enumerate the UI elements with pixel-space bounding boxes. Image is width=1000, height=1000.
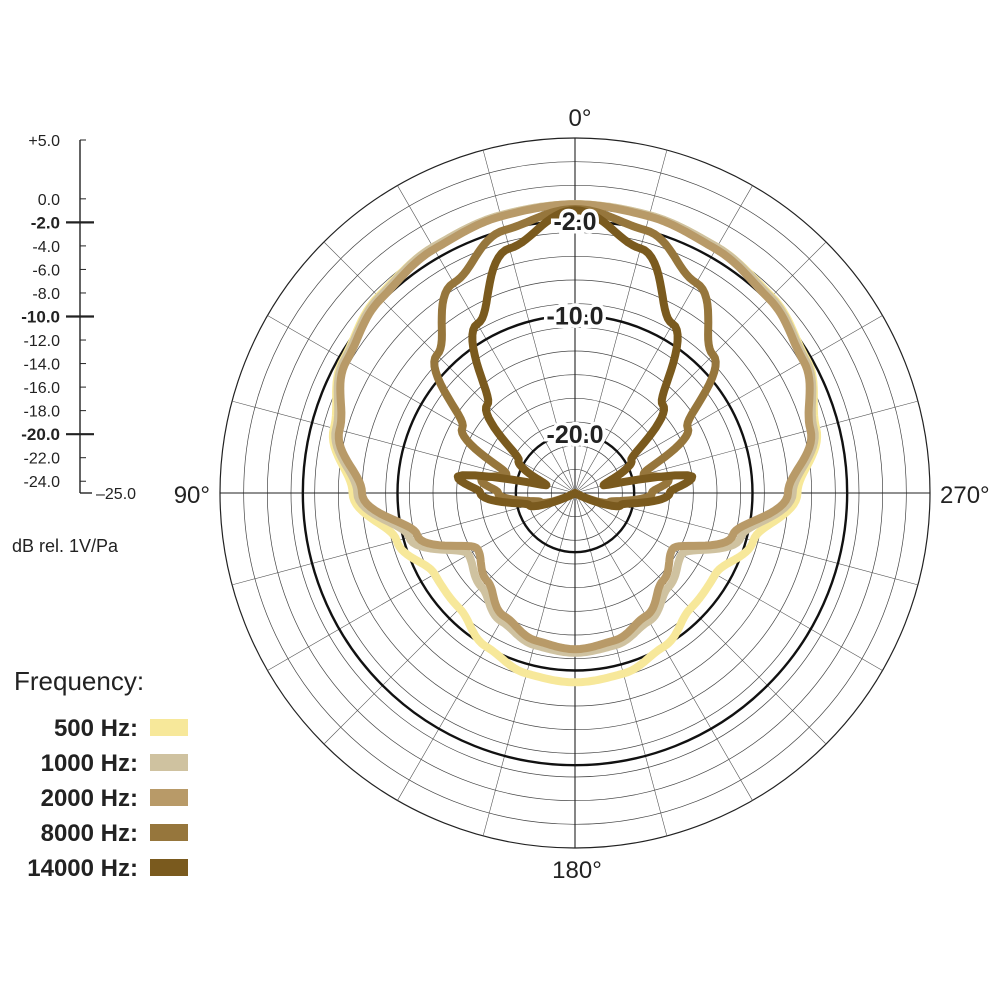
unit-label: dB rel. 1V/Pa [12, 536, 119, 556]
scale-label-5: -8.0 [32, 286, 60, 303]
scale-label-10: -18.0 [24, 404, 61, 421]
major-ring [514, 432, 636, 554]
legend-swatch-3 [150, 824, 188, 841]
scale-label-3: -4.0 [32, 239, 60, 256]
scale-label-14: –25.0 [96, 486, 136, 503]
legend: 500 Hz: 1000 Hz: 2000 Hz: 8000 Hz: 14000 Hz: [27, 715, 188, 882]
legend-swatch-0 [150, 719, 188, 736]
legend-label-0: 500 Hz: [54, 715, 138, 742]
curve-series-2 [334, 200, 816, 654]
curve-series-4 [453, 206, 697, 511]
legend-swatch-2 [150, 789, 188, 806]
major-ring [301, 219, 849, 767]
ring-label-1: -10.0 [547, 303, 604, 331]
scale-label-11: -20.0 [21, 425, 60, 444]
major-ring [396, 314, 754, 672]
ring-label-2: -20.0 [547, 421, 604, 449]
angle-label-270: 270° [940, 482, 990, 509]
scale-label-13: -24.0 [24, 474, 61, 491]
legend-label-1: 1000 Hz: [41, 750, 138, 777]
scale-label-8: -14.0 [24, 357, 61, 374]
legend-title: Frequency: [14, 666, 144, 696]
scale-label-4: -6.0 [32, 262, 60, 279]
angle-label-180: 180° [552, 857, 602, 884]
angle-label-90: 90° [174, 482, 210, 509]
ring-label-0: -2.0 [553, 208, 596, 236]
polar-curves [328, 200, 822, 687]
scale-label-9: -16.0 [24, 380, 61, 397]
angle-label-0: 0° [569, 105, 592, 132]
ring-labels: -2.0 -10.0 -20.0 [543, 204, 607, 452]
scale-label-12: -22.0 [24, 451, 61, 468]
legend-swatch-1 [150, 754, 188, 771]
scale-label-1: 0.0 [38, 192, 60, 209]
legend-label-4: 14000 Hz: [27, 855, 138, 882]
legend-swatch-4 [150, 859, 188, 876]
legend-label-2: 2000 Hz: [41, 785, 138, 812]
scale-label-2: -2.0 [31, 213, 60, 232]
legend-label-3: 8000 Hz: [41, 820, 138, 847]
scale-label-6: -10.0 [21, 308, 60, 327]
scale-label-7: -12.0 [24, 333, 61, 350]
db-scale: +5.0 0.0 -2.0 -4.0 -6.0 -8.0 -10.0 -12.0 -14.0 -1… [21, 133, 136, 503]
scale-label-0: +5.0 [28, 133, 60, 150]
